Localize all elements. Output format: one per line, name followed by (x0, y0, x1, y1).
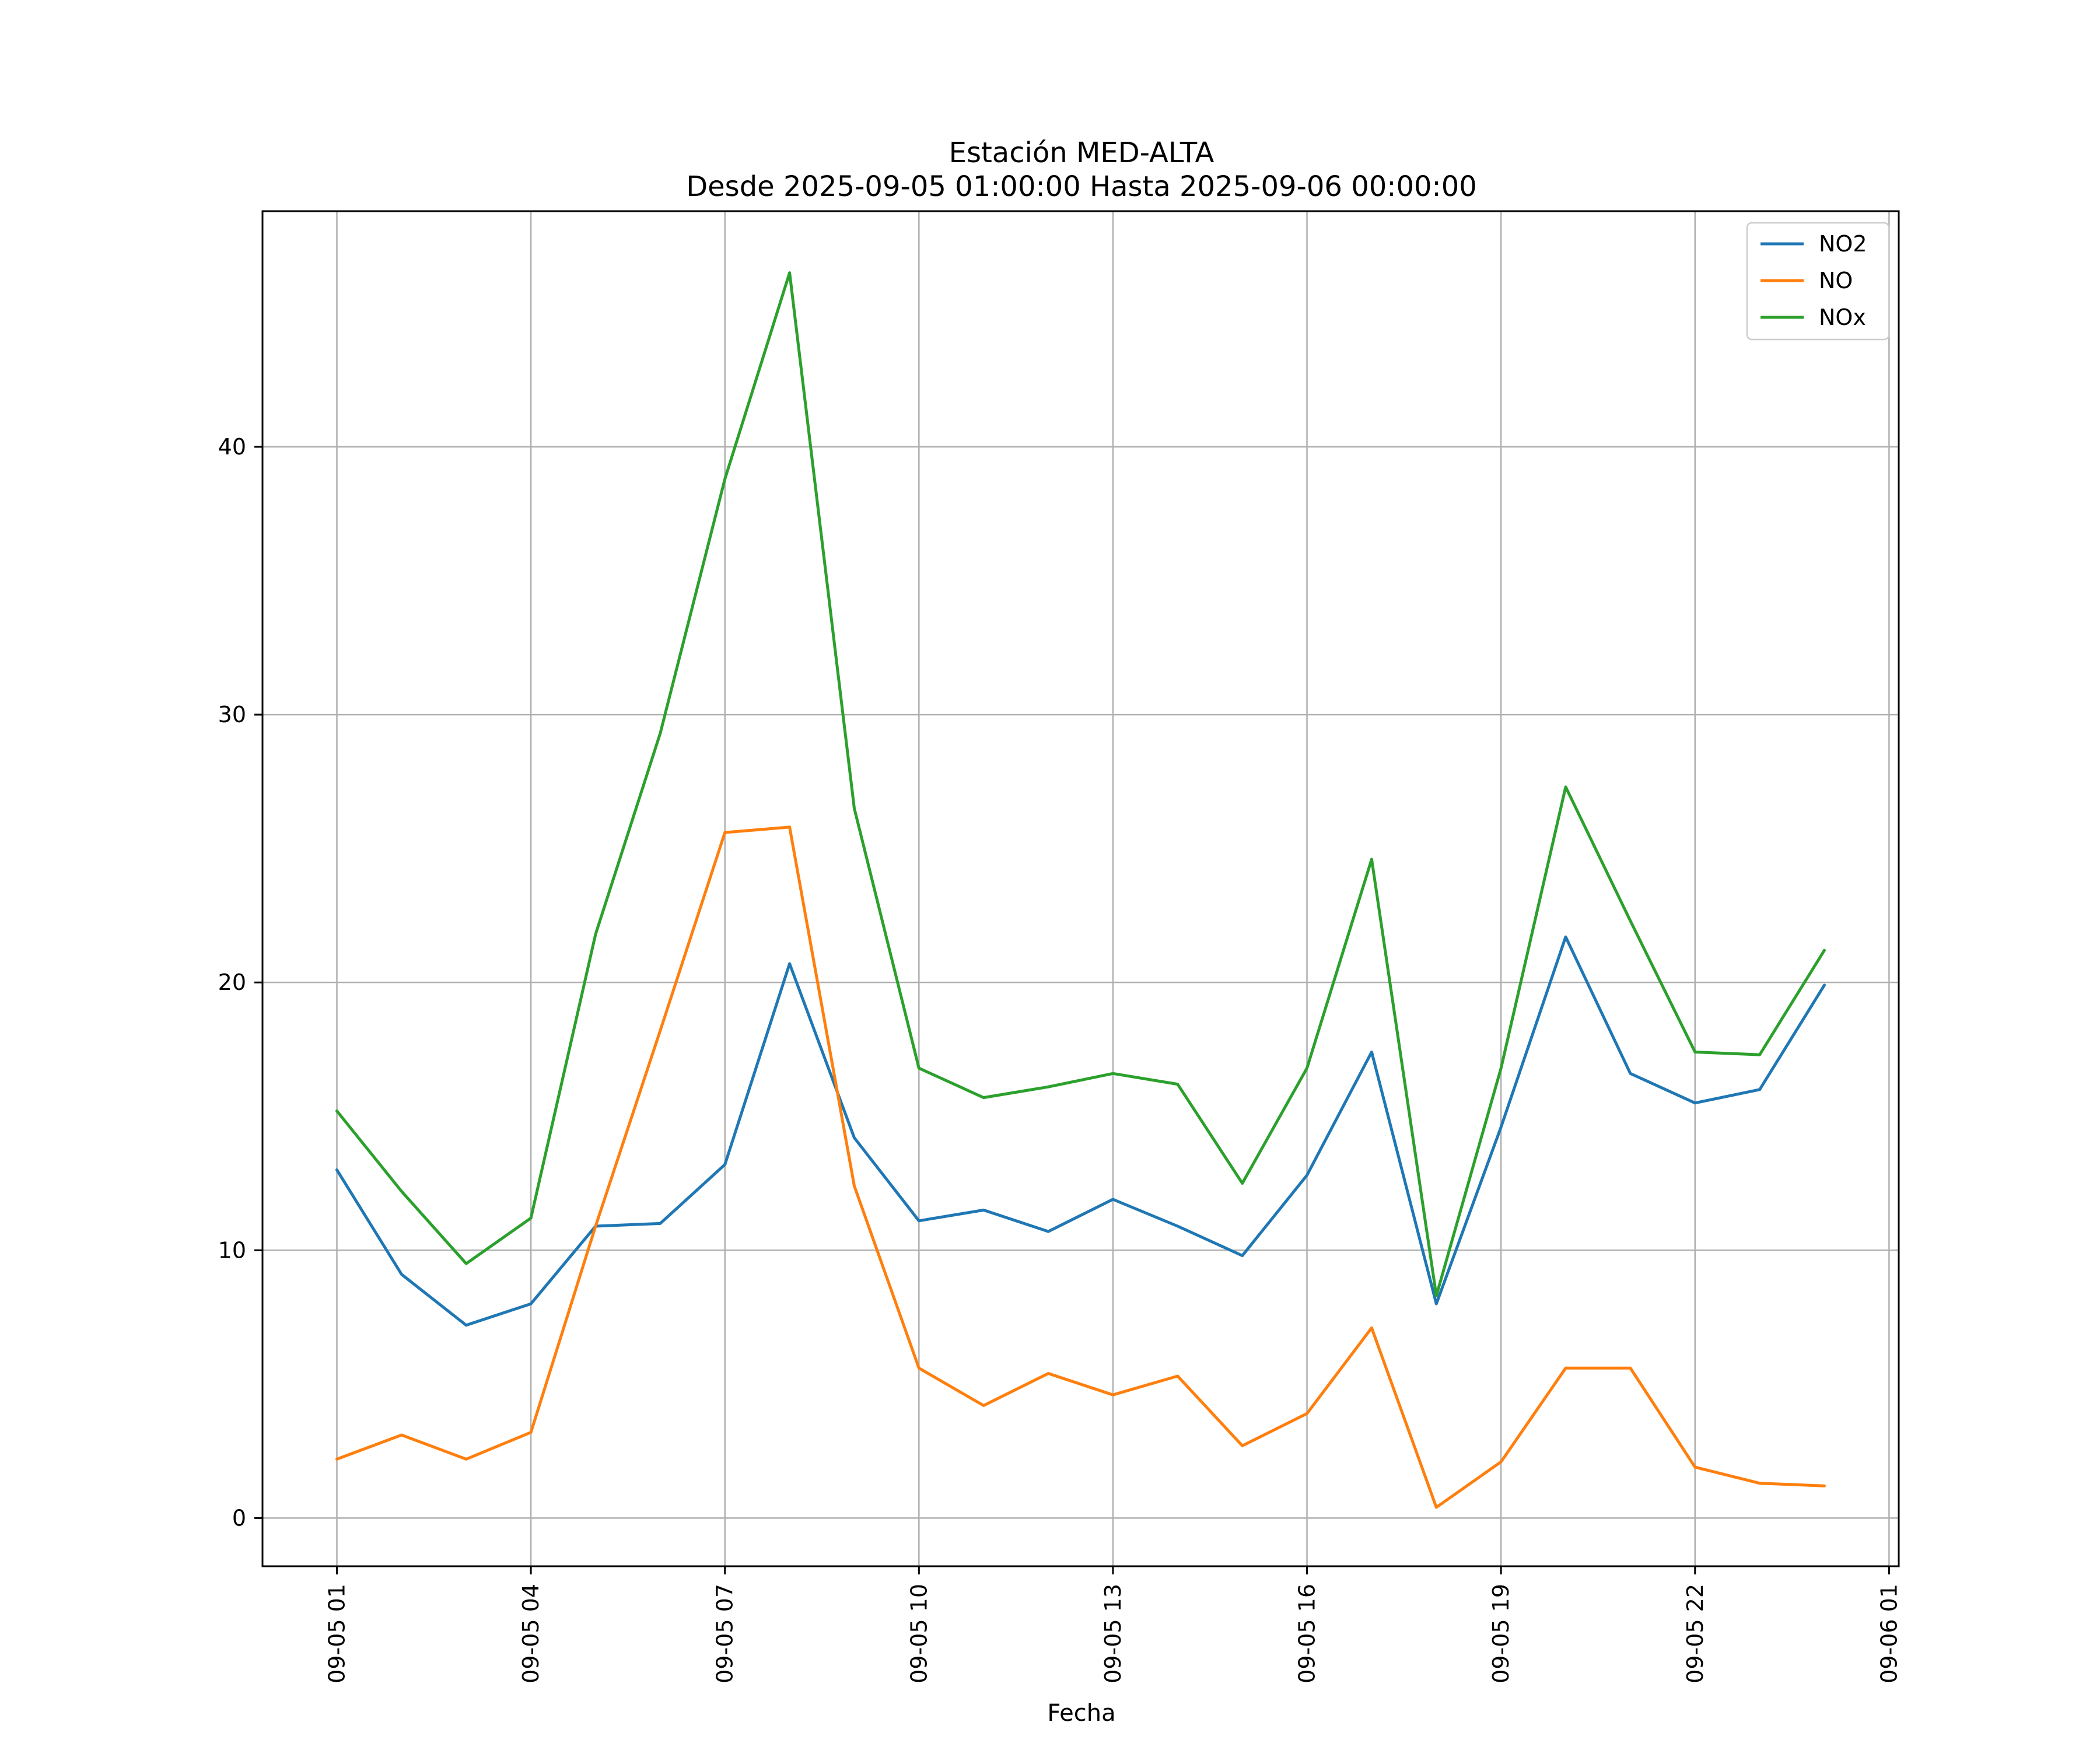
legend-label-no2: NO2 (1819, 231, 1867, 257)
x-axis-label: Fecha (1047, 1700, 1115, 1727)
chart-title: Estación MED-ALTA (949, 136, 1214, 169)
legend: NO2 NO NOx (1746, 222, 1890, 341)
y-tick-label: 10 (218, 1237, 246, 1263)
y-tick-label: 20 (218, 970, 246, 995)
y-tick-label: 40 (218, 434, 246, 460)
x-tick-label: 09-05 22 (1682, 1584, 1708, 1684)
chart-subtitle: Desde 2025-09-05 01:00:00 Hasta 2025-09-… (686, 170, 1477, 203)
x-axis-ticks: 09-05 01 09-05 04 09-05 07 09-05 10 09-05 13… (324, 1566, 1902, 1684)
legend-label-nox: NOx (1819, 304, 1866, 330)
x-tick-label: 09-05 13 (1100, 1584, 1126, 1684)
y-axis-ticks: 0 10 20 30 40 (218, 434, 262, 1531)
legend-label-no: NO (1819, 268, 1853, 293)
legend-box (1746, 222, 1890, 341)
x-tick-label: 09-05 07 (712, 1584, 738, 1684)
plot-frame (261, 210, 1900, 1567)
series-line-no (335, 825, 1826, 1509)
x-tick-label: 09-06 01 (1876, 1584, 1902, 1684)
series-lines (335, 271, 1826, 1509)
y-tick-label: 0 (232, 1505, 246, 1531)
grid (262, 211, 1899, 1566)
y-tick-label: 30 (218, 702, 246, 727)
x-tick-label: 09-05 16 (1294, 1584, 1320, 1684)
x-tick-label: 09-05 19 (1488, 1584, 1514, 1684)
x-tick-label: 09-05 01 (324, 1584, 350, 1684)
series-line-no2 (335, 935, 1826, 1327)
x-tick-label: 09-05 10 (906, 1584, 932, 1684)
series-line-nox (335, 271, 1826, 1297)
x-tick-label: 09-05 04 (518, 1584, 544, 1684)
